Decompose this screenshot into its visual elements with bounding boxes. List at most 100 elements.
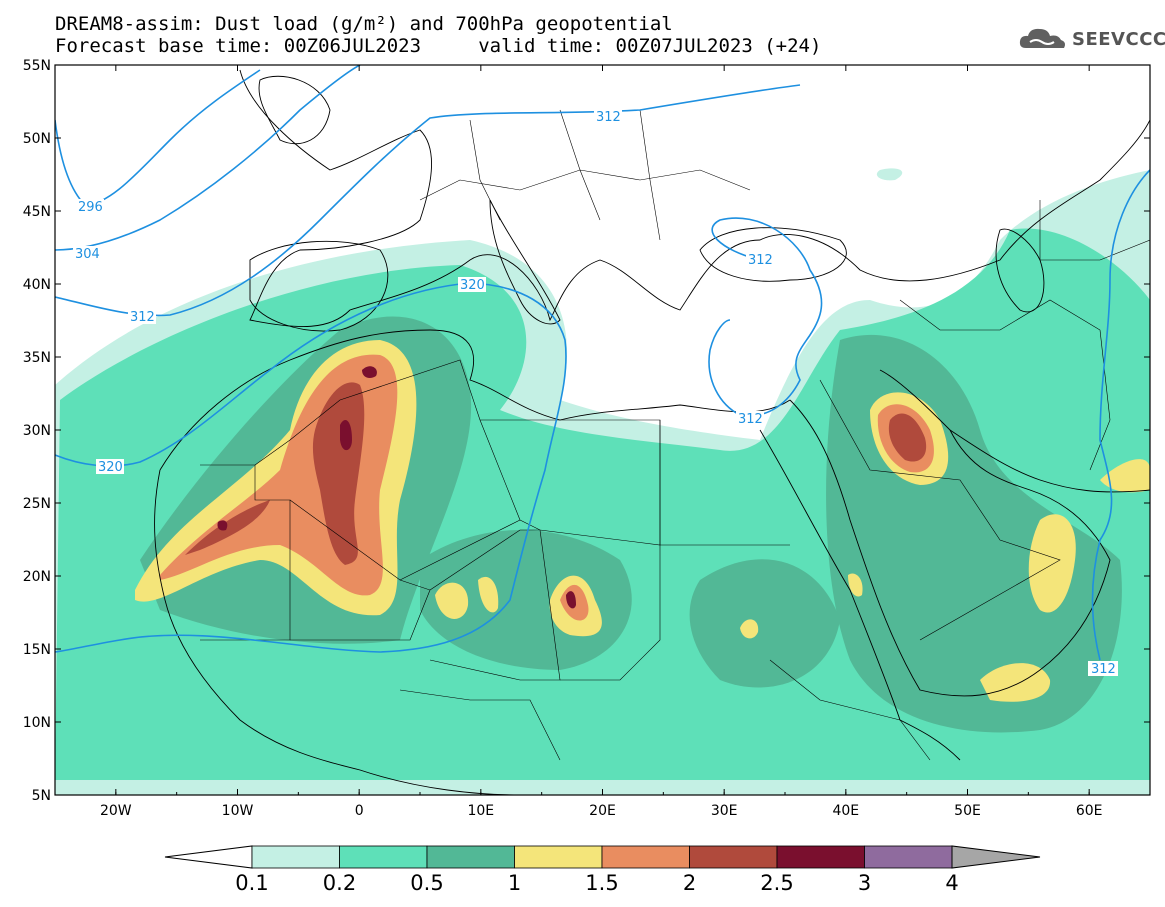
contour-label-312-c: 312 — [748, 253, 773, 268]
seevccc-logo: SEEVCCC — [1018, 26, 1165, 52]
colorbar-segment — [339, 845, 428, 869]
lon-label: 30E — [711, 803, 738, 819]
dust-area-0.1-north — [876, 168, 903, 181]
coastline-africa-north — [159, 329, 791, 471]
dust-area-0.5-sudan — [689, 559, 840, 688]
border-central-asia — [1039, 200, 1150, 261]
lon-label: 50E — [954, 803, 981, 819]
coastline-africa-west — [154, 469, 521, 795]
geopotential-contours — [55, 65, 1150, 661]
dust-area-1-j — [848, 573, 863, 597]
border-nigeria — [399, 689, 561, 761]
coastline-black-sea — [699, 227, 847, 282]
colorbar-segment — [689, 845, 778, 869]
lon-label: 10E — [467, 803, 494, 819]
dust-area-2.5 — [340, 420, 352, 451]
colorbar-tick-label: 3 — [858, 871, 871, 895]
cloud-icon — [1019, 28, 1065, 48]
contour-label-296: 296 — [78, 200, 103, 215]
coastline-italy — [489, 199, 561, 325]
lon-label: 40E — [832, 803, 859, 819]
colorbar-tick-label: 2.5 — [760, 871, 793, 895]
borders — [200, 109, 1150, 761]
lat-label: 15N — [23, 642, 51, 658]
contour-label-320-a: 320 — [98, 460, 123, 475]
contour-label-312-a: 312 — [130, 310, 155, 325]
lat-label: 30N — [23, 423, 51, 439]
latitude-axis: 55N 50N 45N 40N 35N 30N 25N 20N 15N 10N 5N — [23, 58, 1150, 804]
lat-label: 55N — [23, 58, 51, 74]
border-europe-2 — [469, 109, 661, 241]
border-sudan — [560, 545, 661, 681]
dust-area-2.5-b — [362, 366, 377, 378]
colorbar-segment — [426, 845, 515, 869]
colorbar-segment — [601, 845, 690, 869]
colorbar-tick-label: 0.2 — [323, 871, 356, 895]
colorbar-segment — [864, 845, 953, 869]
contour-312-arabia — [1091, 169, 1150, 661]
lat-label: 45N — [23, 204, 51, 220]
colorbar-tick-label: 1 — [508, 871, 521, 895]
colorbar-tick-label: 0.1 — [235, 871, 268, 895]
map-title-line2: Forecast base time: 00Z06JUL2023 valid t… — [55, 35, 822, 57]
border-saudi — [819, 379, 1061, 641]
coastline-persian-gulf — [949, 429, 1150, 493]
dust-area-1-g — [980, 663, 1051, 702]
border-europe-1 — [419, 169, 751, 201]
dust-area-1-f — [1028, 514, 1076, 613]
coastlines — [154, 69, 1150, 795]
dust-area-1-h — [1100, 459, 1150, 493]
colorbar-tick-label: 4 — [945, 871, 958, 895]
lon-label: 20E — [589, 803, 616, 819]
contour-304 — [55, 65, 361, 251]
dust-area-2.5-c — [566, 591, 576, 609]
coastline-europe — [239, 69, 1150, 327]
colorbar-tick-label: 1.5 — [585, 871, 618, 895]
dust-area-1-c — [478, 576, 499, 613]
contour-labels: 296 304 312 320 312 312 312 320 312 — [73, 109, 1118, 677]
longitude-axis: 20W 10W 0 10E 20E 30E 40E 50E 60E — [54, 65, 1151, 819]
lat-label: 20N — [23, 569, 51, 585]
coastline-arabia — [789, 369, 1111, 697]
colorbar-arrow-right — [951, 845, 1041, 869]
coastline-red-sea — [759, 429, 961, 761]
coastline-uk — [258, 75, 331, 145]
contour-label-320-b: 320 — [460, 278, 485, 293]
lon-label: 20W — [100, 803, 132, 819]
contour-312-east — [708, 217, 823, 417]
colorbar-tick-label: 2 — [683, 871, 696, 895]
contour-312-west — [55, 84, 801, 317]
border-mauritania — [200, 464, 291, 641]
contour-296 — [55, 69, 261, 206]
colorbar-tick-label: 0.5 — [410, 871, 443, 895]
lon-label: 0 — [355, 803, 364, 819]
border-chad-niger — [429, 529, 561, 681]
coastline-iberia — [249, 240, 389, 332]
contour-320-west — [55, 282, 567, 653]
colorbar-arrow-left — [164, 845, 253, 869]
dust-area-2.5-d — [217, 520, 228, 531]
lat-label: 40N — [23, 277, 51, 293]
colorbar-segment — [514, 845, 603, 869]
border-iran — [899, 299, 1111, 471]
colorbar: 0.1 0.2 0.5 1 1.5 2 2.5 3 4 — [164, 845, 1041, 895]
dust-field — [55, 168, 1150, 795]
lon-label: 10W — [222, 803, 254, 819]
colorbar-segment — [251, 845, 340, 869]
lat-label: 25N — [23, 496, 51, 512]
lat-label: 5N — [32, 788, 51, 804]
contour-label-312-b: 312 — [596, 110, 621, 125]
logo-text: SEEVCCC — [1072, 28, 1165, 50]
dust-area-2-b — [312, 382, 365, 565]
dust-area-2 — [185, 500, 270, 555]
lat-label: 35N — [23, 350, 51, 366]
dust-area-2-c — [888, 413, 927, 462]
lat-label: 10N — [23, 715, 51, 731]
colorbar-segment — [776, 845, 865, 869]
dust-area-1-i — [740, 619, 759, 639]
dust-area-1-b — [435, 582, 469, 619]
contour-label-312-e: 312 — [1091, 662, 1116, 677]
border-ethiopia — [769, 659, 931, 761]
contour-label-304: 304 — [75, 247, 100, 262]
